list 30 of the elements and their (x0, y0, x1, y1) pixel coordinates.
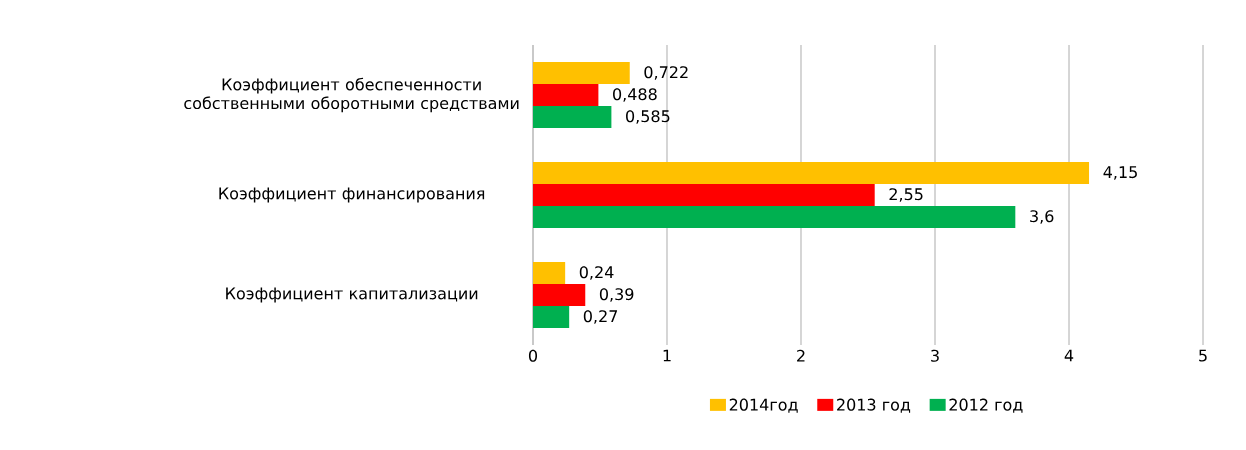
x-tick-label: 5 (1199, 349, 1207, 362)
y-tick-label: Коэффициент финансирования (219, 187, 485, 203)
x-tick-label: 0 (528, 349, 538, 362)
data-label: 3,6 (1030, 210, 1054, 224)
data-label: 4,15 (1103, 166, 1137, 180)
bar (533, 84, 599, 106)
data-label: 0,722 (644, 66, 688, 80)
x-tick-label: 3 (931, 349, 939, 362)
data-label: 0,24 (579, 266, 614, 280)
x-tick-label: 4 (1064, 349, 1074, 362)
bar (533, 206, 1016, 228)
data-label: 2,55 (889, 188, 923, 202)
data-label: 0,27 (583, 310, 618, 324)
data-label: 0,585 (626, 110, 670, 124)
bar (533, 162, 1090, 184)
data-label: 0,488 (613, 88, 657, 102)
x-tick-label: 2 (797, 349, 805, 362)
bar (533, 262, 566, 284)
bar (533, 62, 630, 84)
legend-label: 2013 год (837, 398, 911, 413)
data-label: 0,39 (599, 288, 634, 302)
y-tick-label: Коэффициент капитализации (226, 287, 478, 303)
bar (533, 106, 612, 128)
legend-label: 2014год (729, 398, 798, 413)
bar (533, 184, 875, 206)
x-tick-label: 1 (663, 349, 671, 362)
bar (533, 284, 586, 306)
legend-label: 2012 год (949, 398, 1023, 413)
bar (533, 306, 570, 328)
y-tick-label: Коэффициент обеспеченности собственными оборотными средствами (184, 77, 519, 113)
